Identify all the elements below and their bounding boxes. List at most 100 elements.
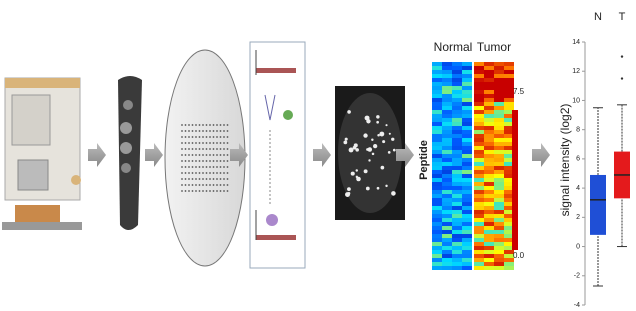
heatmap-cell <box>484 118 494 122</box>
heatmap-cell <box>504 150 514 154</box>
array-spot <box>195 130 197 132</box>
heatmap-cell <box>484 242 494 246</box>
heatmap-cell <box>474 182 484 186</box>
heatmap-cell <box>494 134 504 138</box>
heatmap-cell <box>474 190 484 194</box>
scale-label: 7.5 <box>513 87 525 96</box>
heatmap-cell <box>474 206 484 210</box>
heatmap-cell <box>484 202 494 206</box>
scan-spot <box>376 186 380 190</box>
heatmap-cell <box>432 138 442 142</box>
heatmap-cell <box>442 82 452 86</box>
heatmap-cell <box>484 166 494 170</box>
heatmap-cell <box>494 266 504 270</box>
arrow <box>88 143 106 167</box>
heatmap-cell <box>504 138 514 142</box>
array-spot <box>209 178 211 180</box>
heatmap-cell <box>484 174 494 178</box>
column-label: Tumor <box>477 40 511 54</box>
heatmap-cell <box>504 218 514 222</box>
heatmap-cell <box>462 186 472 190</box>
heatmap-cell <box>442 138 452 142</box>
array-spot <box>195 142 197 144</box>
array-spot <box>184 148 187 150</box>
heatmap-cell <box>504 198 514 202</box>
heatmap-cell <box>452 66 462 70</box>
heatmap-cell <box>504 202 514 206</box>
heatmap-cell <box>442 246 452 250</box>
heatmap-cell <box>474 262 484 266</box>
heatmap-cell <box>474 138 484 142</box>
heatmap-cell <box>504 106 514 110</box>
heatmap-cell <box>484 182 494 186</box>
array-spot <box>205 154 208 156</box>
heatmap-cell <box>432 174 442 178</box>
heatmap-cell <box>494 250 504 254</box>
heatmap-cell <box>494 82 504 86</box>
heatmap-cell <box>474 238 484 242</box>
array-spot <box>223 178 225 180</box>
array-spot <box>181 178 183 180</box>
heatmap-cell <box>504 90 514 94</box>
scan-spot <box>387 151 391 154</box>
y-tick-label: 14 <box>572 39 580 46</box>
scan-spot <box>344 137 348 141</box>
array-spot <box>205 190 208 192</box>
heatmap-cell <box>452 134 462 138</box>
heatmap-cell <box>484 134 494 138</box>
y-tick-label: 12 <box>572 68 580 75</box>
heatmap-cell <box>462 250 472 254</box>
heatmap-cell <box>432 126 442 130</box>
array-spot <box>223 124 225 126</box>
heatmap-cell <box>504 246 514 250</box>
heatmap-cell <box>484 66 494 70</box>
heatmap-cell <box>452 106 462 110</box>
heatmap-cell <box>484 122 494 126</box>
heatmap-cell <box>452 190 462 194</box>
heatmap-cell <box>442 166 452 170</box>
scan-spot <box>382 140 386 144</box>
array-spot <box>209 142 211 144</box>
array-spot <box>188 166 190 168</box>
heatmap-cell <box>484 98 494 102</box>
heatmap-cell <box>452 218 462 222</box>
heatmap-cell <box>432 98 442 102</box>
heatmap-cell <box>484 126 494 130</box>
heatmap-cell <box>442 230 452 234</box>
heatmap-cell <box>494 114 504 118</box>
heatmap-cell <box>432 210 442 214</box>
heatmap-cell <box>504 98 514 102</box>
heatmap-cell <box>442 226 452 230</box>
array-spot <box>212 124 215 126</box>
heatmap-cell <box>442 250 452 254</box>
heatmap-cell <box>484 214 494 218</box>
scan-spot <box>368 159 371 162</box>
heatmap-cell <box>462 218 472 222</box>
scan-spot <box>385 124 388 127</box>
heatmap-cell <box>494 170 504 174</box>
heatmap-cell <box>484 250 494 254</box>
heatmap-cell <box>432 154 442 158</box>
array-spot <box>181 148 183 150</box>
heatmap-cell <box>442 78 452 82</box>
array-spot <box>205 172 208 174</box>
heatmap-cell <box>432 86 442 90</box>
heatmap-cell <box>494 142 504 146</box>
array-spot <box>209 148 211 150</box>
array-spot <box>219 190 222 192</box>
heatmap-cell <box>442 198 452 202</box>
array-spot <box>202 148 204 150</box>
heatmap-cell <box>494 218 504 222</box>
array-spot <box>205 136 208 138</box>
heatmap-cell <box>442 90 452 94</box>
heatmap-cell <box>484 262 494 266</box>
heatmap-cell <box>452 194 462 198</box>
heatmap-cell <box>462 266 472 270</box>
array-spot <box>191 148 194 150</box>
heatmap-cell <box>484 150 494 154</box>
arrow <box>532 143 550 167</box>
array-spot <box>195 136 197 138</box>
heatmap-cell <box>442 106 452 110</box>
array-spot <box>212 148 215 150</box>
heatmap-cell <box>432 62 442 66</box>
